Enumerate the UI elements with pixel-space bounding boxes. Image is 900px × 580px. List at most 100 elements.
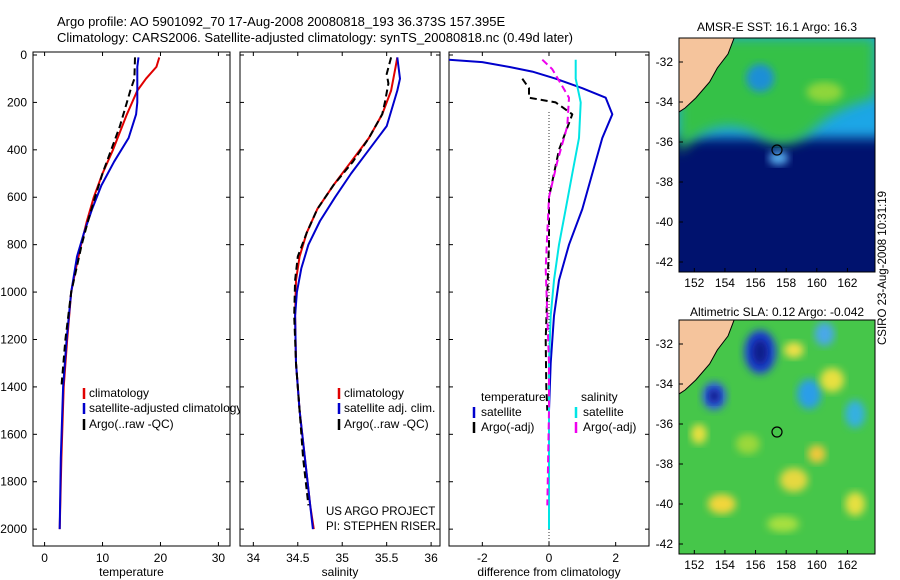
x-tick-label: 154 — [715, 276, 735, 290]
argo-position-marker — [771, 426, 783, 438]
y-tick-label: -36 — [656, 417, 674, 431]
y-tick-label: -34 — [656, 377, 674, 391]
legend-label: Argo(..raw -QC) — [344, 417, 429, 431]
y-tick-label: -42 — [656, 255, 674, 269]
x-tick-label: 20 — [154, 551, 168, 565]
y-tick-label: 2000 — [0, 522, 27, 536]
profile-panel-2: 34 34.5 35 35.5 36 salinity climatologysatelli… — [239, 51, 441, 579]
argo-position-marker — [771, 144, 783, 156]
y-tick-label: 0 — [20, 48, 27, 62]
y-tick-label: 400 — [7, 143, 27, 157]
land-mass — [679, 320, 735, 395]
sla-map: 152 154 156 158 160 162 -32 -34 -36 -38 -40 -42 Alti… — [656, 305, 876, 572]
sst-map: 152 154 156 158 160 162 -32 -34 -36 -38 -40 -42 AMSR… — [656, 20, 876, 290]
x-tick-label: 152 — [684, 276, 704, 290]
plot-frame — [32, 51, 231, 547]
x-tick-label: 158 — [776, 558, 796, 572]
sla-anomaly-blob — [707, 494, 736, 514]
sla-anomaly-blob — [814, 322, 835, 346]
x-tick-label: -2 — [477, 551, 488, 565]
legend-label: Argo(..raw -QC) — [89, 417, 174, 431]
x-axis-label: difference from climatology — [477, 565, 620, 579]
y-tick-label: 1200 — [0, 332, 27, 346]
mixing-patch — [768, 151, 789, 165]
legend-title-salinity: salinity — [581, 390, 618, 404]
sla-anomaly-blob — [845, 492, 866, 516]
map-frame — [678, 319, 876, 555]
warm-water-region — [679, 38, 875, 153]
y-tick-label: 600 — [7, 190, 27, 204]
sla-anomaly-blob — [708, 389, 721, 403]
y-tick-label: -32 — [656, 55, 674, 69]
project-annotation: PI: STEPHEN RISER — [326, 521, 436, 533]
y-tick-label: -34 — [656, 95, 674, 109]
x-tick-label: 34 — [247, 551, 261, 565]
y-tick-label: 200 — [7, 95, 27, 109]
series-line-argo-raw-qc- — [60, 57, 136, 387]
map-title: AMSR-E SST: 16.1 Argo: 16.3 — [697, 20, 857, 34]
legend-label: Argo(-adj) — [583, 420, 636, 434]
legend-label: satellite — [481, 405, 522, 419]
x-tick-label: 152 — [684, 558, 704, 572]
x-tick-label: 35.5 — [375, 551, 399, 565]
sla-anomaly-blob — [735, 434, 760, 454]
series-line-satellite-adj-clim- — [294, 57, 401, 530]
y-tick-label: -42 — [656, 537, 674, 551]
x-tick-label: 30 — [212, 551, 226, 565]
x-tick-label: 35 — [336, 551, 350, 565]
series-line-temperature-argo-adj- — [521, 78, 574, 411]
series-line-salinity-satellite — [548, 59, 582, 530]
legend-label: climatology — [344, 386, 404, 400]
y-tick-label: -36 — [656, 135, 674, 149]
y-tick-label: -40 — [656, 215, 674, 229]
sla-anomaly-blob — [779, 468, 808, 492]
sla-anomaly-blob — [797, 379, 822, 409]
sla-anomaly-blob — [690, 424, 707, 444]
y-tick-label: 1400 — [0, 380, 27, 394]
legend-label: satellite adj. clim. — [344, 401, 435, 415]
map-frame — [678, 37, 876, 273]
y-tick-label: 1600 — [0, 427, 27, 441]
x-tick-label: 158 — [776, 276, 796, 290]
x-tick-label: 160 — [807, 276, 827, 290]
warm-patch — [806, 82, 843, 102]
y-tick-label: -32 — [656, 337, 674, 351]
x-tick-label: 10 — [96, 551, 110, 565]
plot-frame — [239, 51, 441, 547]
sla-anomaly-blob — [807, 445, 826, 463]
timestamp-stamp: CSIRO 23-Aug-2008 10:31:19 — [877, 190, 889, 345]
sla-anomaly-blob — [845, 400, 866, 428]
x-tick-label: 36 — [424, 551, 438, 565]
series-line-satellite-adjusted-climatology — [58, 57, 140, 530]
x-tick-label: 0 — [41, 551, 48, 565]
eddy-feature — [746, 64, 775, 92]
sla-anomaly-blob — [820, 368, 845, 392]
series-line-temperature-satellite — [448, 58, 614, 530]
x-tick-label: 160 — [807, 558, 827, 572]
x-tick-label: 154 — [715, 558, 735, 572]
x-tick-label: 156 — [746, 558, 766, 572]
sla-anomaly-blob — [767, 516, 800, 532]
project-annotation: US ARGO PROJECT — [326, 506, 435, 518]
series-line-salinity-argo-adj- — [541, 58, 570, 506]
x-axis-label: salinity — [322, 565, 359, 579]
series-line-argo-raw-qc- — [293, 57, 393, 506]
y-tick-label: -38 — [656, 175, 674, 189]
legend-label: satellite-adjusted climatology — [89, 401, 242, 415]
x-tick-label: 0 — [546, 551, 553, 565]
legend-label: Argo(-adj) — [481, 420, 534, 434]
profile-panel-1: 0 10 20 30 0 200 400 600 800 1000 1200 1400 1600 1800… — [0, 48, 242, 579]
x-tick-label: 34.5 — [286, 551, 310, 565]
x-tick-label: 162 — [837, 276, 857, 290]
y-tick-label: -40 — [656, 497, 674, 511]
land-mass — [679, 38, 735, 113]
sla-anomaly-blob — [783, 342, 804, 358]
profile-title: Argo profile: AO 5901092_70 17-Aug-2008 … — [57, 14, 506, 29]
map-field — [679, 38, 875, 272]
map-title: Altimetric SLA: 0.12 Argo: -0.042 — [690, 305, 864, 319]
legend-label: climatology — [89, 386, 149, 400]
legend-label: satellite — [583, 405, 624, 419]
legend-title-temperature: temperature — [481, 390, 546, 404]
